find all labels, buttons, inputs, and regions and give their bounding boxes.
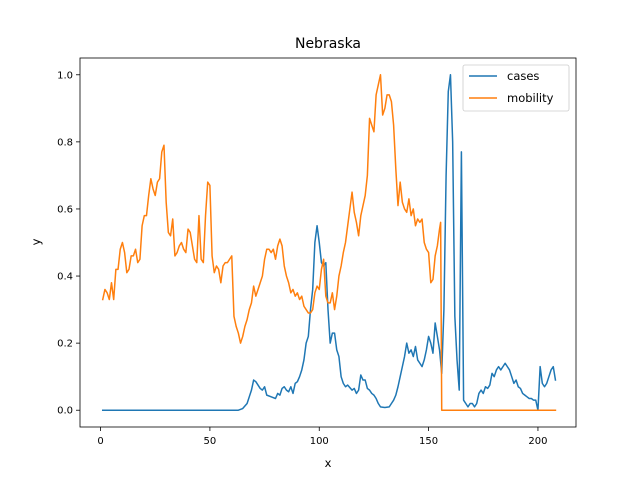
legend-label-cases: cases [507,69,539,83]
x-tick-label: 200 [528,436,547,447]
plot-frame [79,57,577,428]
series-line-mobility [101,74,557,411]
y-tick-label: 0.4 [57,272,73,283]
x-axis: 0 50 100 150 200 [97,427,547,447]
y-axis: 0.0 0.2 0.4 0.6 0.8 1.0 [57,70,80,417]
plot-area [80,58,576,427]
legend: cases mobility [462,64,570,112]
y-tick-label: 0.6 [57,204,73,215]
x-tick-label: 50 [204,436,217,447]
y-axis-label: y [29,238,43,245]
y-tick-label: 0.0 [57,406,73,417]
x-tick-label: 0 [97,436,103,447]
x-tick-label: 150 [419,436,438,447]
chart-title: Nebraska [295,36,361,52]
x-axis-label: x [325,456,332,470]
x-tick-label: 100 [310,436,329,447]
series-layer [101,74,557,411]
series-line-cases [101,74,557,411]
y-tick-label: 0.8 [57,137,73,148]
legend-label-mobility: mobility [507,91,554,105]
plot-background [80,58,576,427]
y-tick-label: 1.0 [57,70,73,81]
y-tick-label: 0.2 [57,339,73,350]
